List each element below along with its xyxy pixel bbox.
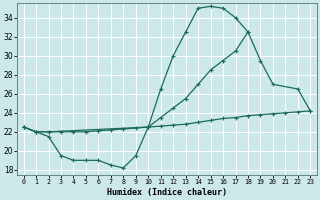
X-axis label: Humidex (Indice chaleur): Humidex (Indice chaleur)	[107, 188, 227, 197]
